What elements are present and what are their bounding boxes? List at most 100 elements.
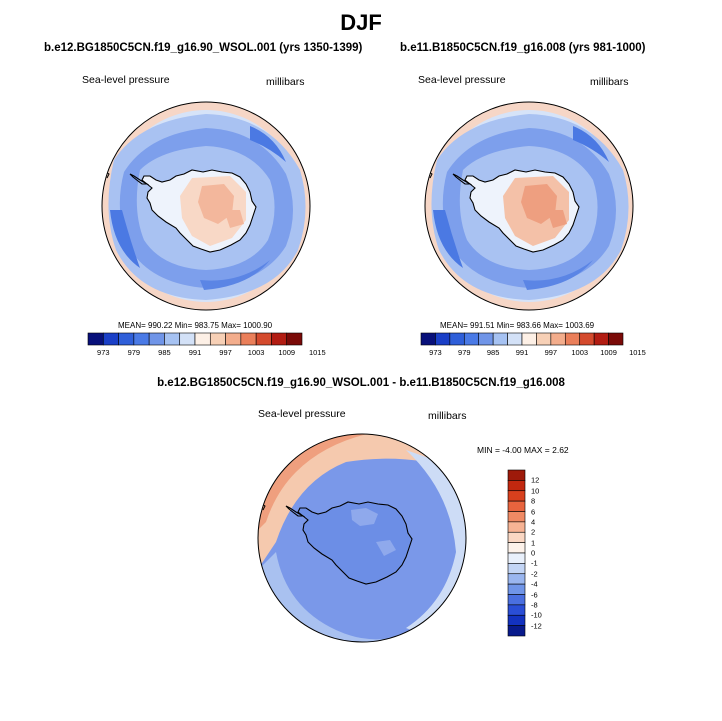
map-border <box>424 101 634 311</box>
colorbar-tick-label: 1009 <box>600 348 617 357</box>
panel-2-colorbar <box>420 332 624 346</box>
colorbar-box <box>507 490 526 502</box>
colorbar-tick-label: 985 <box>158 348 171 357</box>
colorbar-box <box>271 332 288 346</box>
map-border <box>257 433 467 643</box>
colorbar-box <box>255 332 272 346</box>
colorbar-tick-label: 991 <box>188 348 202 357</box>
antarctic-peninsula <box>129 173 150 185</box>
colorbar-box <box>507 614 526 626</box>
colorbar-tick-label: -10 <box>531 610 542 620</box>
colorbar-tick-label: 973 <box>429 348 442 357</box>
colorbar-box <box>507 531 526 543</box>
colorbar-box <box>420 332 436 346</box>
colorbar-box <box>225 332 242 346</box>
colorbar-box <box>507 480 526 492</box>
colorbar-box <box>209 332 226 346</box>
colorbar-tick-label: 1015 <box>308 348 326 357</box>
plateau-max <box>224 210 244 228</box>
low-pressure-core <box>110 210 140 268</box>
difference-polar-map <box>257 433 467 643</box>
low-pressure-core <box>200 260 270 290</box>
difference-stats: MIN = -4.00 MAX = 2.62 <box>477 445 569 455</box>
panel-2-polar-map <box>424 101 634 311</box>
colorbar-tick-label: 1003 <box>247 348 265 357</box>
colorbar-tick-label: -6 <box>531 590 538 599</box>
colorbar-tick-label: 973 <box>97 348 110 357</box>
colorbar-tick-label: 1 <box>531 538 536 548</box>
low-pressure-core <box>433 210 463 268</box>
colorbar-box <box>133 332 150 346</box>
colorbar-tick-label: -1 <box>531 558 538 568</box>
colorbar-box <box>507 552 526 564</box>
low-pressure-core <box>523 260 593 290</box>
panel-2-field-label: Sea-level pressure <box>418 74 506 86</box>
colorbar-box <box>87 332 104 346</box>
colorbar-box <box>507 332 523 346</box>
colorbar-box <box>102 332 119 346</box>
low-pressure-core <box>573 126 609 162</box>
panel-1-polar-map <box>101 101 311 311</box>
colorbar-tick-label: 6 <box>531 507 536 516</box>
anomaly-patch <box>351 508 378 526</box>
colorbar-box <box>550 332 566 346</box>
panel-1-stats: MEAN= 990.22 Min= 983.75 Max= 1000.90 <box>118 321 273 330</box>
panel-1-case-title: b.e12.BG1850C5CN.f19_g16.90_WSOL.001 (yr… <box>44 42 363 54</box>
colorbar-box <box>507 604 526 616</box>
colorbar-tick-label: 0 <box>531 548 536 558</box>
colorbar-box <box>179 332 196 346</box>
colorbar-tick-label: 979 <box>127 348 141 357</box>
panel-1-colorbar-ticks: 973 979 985 991 997 1003 1009 1015 <box>88 348 326 360</box>
antarctica-coastline <box>464 169 580 253</box>
panel-2-case-title: b.e11.B1850C5CN.f19_g16.008 (yrs 981-100… <box>400 42 646 54</box>
colorbar-box <box>521 332 537 346</box>
colorbar-box <box>478 332 494 346</box>
antarctic-peninsula <box>452 173 473 185</box>
colorbar-box <box>507 563 526 575</box>
colorbar-box <box>593 332 609 346</box>
colorbar-tick-label: 985 <box>486 348 500 357</box>
colorbar-box <box>286 332 303 346</box>
colorbar-box <box>536 332 552 346</box>
colorbar-box <box>507 469 526 481</box>
difference-colorbar <box>507 469 526 637</box>
colorbar-box <box>507 542 526 554</box>
difference-field-label: Sea-level pressure <box>258 408 346 420</box>
plateau-max <box>547 210 567 228</box>
low-pressure-core <box>250 126 286 162</box>
colorbar-tick-label: 8 <box>531 496 536 506</box>
colorbar-tick-label: 1015 <box>629 348 646 357</box>
colorbar-box <box>240 332 257 346</box>
colorbar-tick-label: 2 <box>531 527 536 537</box>
colorbar-tick-label: 1003 <box>571 348 589 357</box>
colorbar-box <box>507 573 526 585</box>
colorbar-box <box>507 521 526 533</box>
colorbar-tick-label: 979 <box>458 348 471 357</box>
colorbar-box <box>435 332 451 346</box>
colorbar-tick-label: 1009 <box>278 348 296 357</box>
colorbar-box <box>608 332 624 346</box>
colorbar-tick-label: 12 <box>531 475 540 485</box>
panel-1-colorbar <box>87 332 303 346</box>
colorbar-tick-label: 4 <box>531 517 536 527</box>
colorbar-box <box>507 511 526 523</box>
colorbar-tick-label: -8 <box>531 600 538 610</box>
antarctica-landmass <box>297 501 413 585</box>
colorbar-tick-label: 991 <box>515 348 529 357</box>
difference-title: b.e12.BG1850C5CN.f19_g16.90_WSOL.001 - b… <box>157 377 565 389</box>
plateau-max <box>198 184 234 224</box>
anomaly-patch <box>376 540 396 556</box>
colorbar-tick-label: -4 <box>531 579 538 589</box>
panel-2-stats: MEAN= 991.51 Min= 983.66 Max= 1003.69 <box>440 321 595 330</box>
colorbar-box <box>564 332 581 346</box>
antarctica-coastline <box>141 169 257 253</box>
panel-1-field-label: Sea-level pressure <box>82 74 170 86</box>
colorbar-box <box>118 332 135 346</box>
antarctic-peninsula <box>285 505 306 517</box>
colorbar-box <box>449 332 465 346</box>
panel-2-colorbar-ticks: 973 979 985 991 997 1003 1009 1015 <box>421 348 646 360</box>
colorbar-box <box>507 594 526 606</box>
panel-2-units-label: millibars <box>590 76 629 88</box>
colorbar-tick-label: -12 <box>531 621 542 631</box>
colorbar-box <box>492 332 508 346</box>
